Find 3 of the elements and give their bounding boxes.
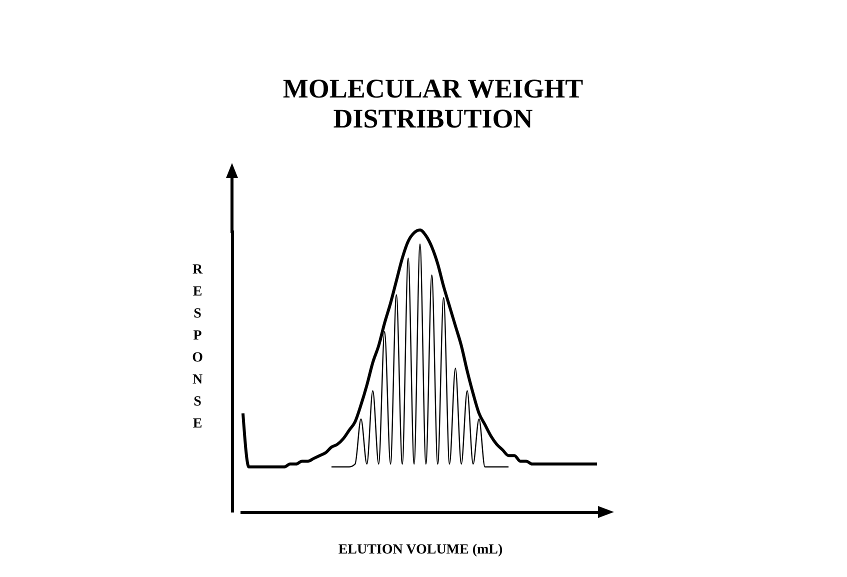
chart-title: MOLECULAR WEIGHT DISTRIBUTION xyxy=(282,74,584,134)
x-axis-title: ELUTION VOLUME (mL) xyxy=(338,542,504,558)
y-axis-title: RESPONSE xyxy=(192,262,204,432)
